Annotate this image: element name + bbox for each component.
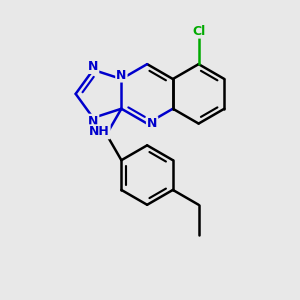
Text: NH: NH bbox=[89, 125, 110, 138]
Text: Cl: Cl bbox=[192, 25, 205, 38]
Text: N: N bbox=[88, 60, 98, 73]
Text: N: N bbox=[88, 115, 98, 128]
Text: N: N bbox=[147, 117, 157, 130]
Text: N: N bbox=[116, 68, 127, 82]
